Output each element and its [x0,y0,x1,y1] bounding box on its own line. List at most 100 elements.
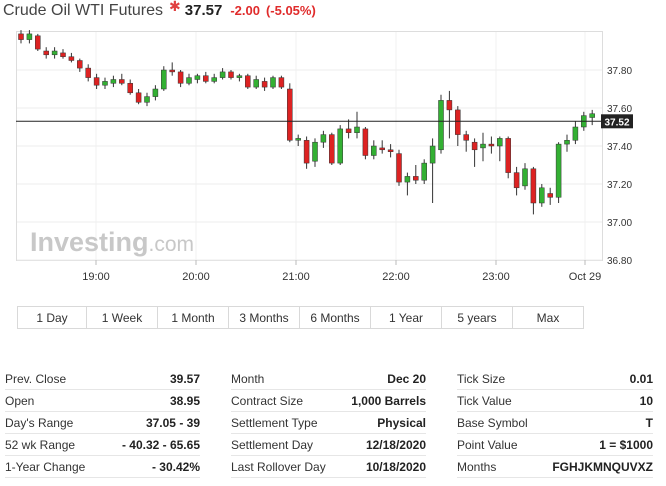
candle-body-up [186,77,192,84]
candle-body-down [455,109,461,135]
candle [463,130,469,152]
stat-label: Month [231,371,265,386]
candle-body-down [505,138,511,173]
candle-body-down [345,128,352,133]
stat-row: Month Dec 20 [231,368,426,390]
candle [144,92,150,107]
range-6-months[interactable]: 6 Months [300,307,371,328]
last-price-tag: 37.52 [601,114,633,129]
candle [253,75,259,89]
stats-column-1: Prev. Close 39.57 Open 38.95 Day's Range 37… [5,368,200,478]
y-tick-label: 37.20 [607,180,632,191]
candle [345,119,352,139]
candle [177,70,184,88]
candle-body-up [371,145,377,156]
range-5-years[interactable]: 5 years [442,307,513,328]
candle-body-up [253,79,259,88]
candle-body-down [135,92,142,103]
candle [312,138,318,167]
candle-body-down [18,33,24,40]
candle [379,140,385,154]
x-axis: 19:00 20:00 21:00 22:00 23:00 Oct 29 [82,260,601,283]
candle-body-up [219,71,226,78]
range-1-month[interactable]: 1 Month [158,307,229,328]
candle [488,136,495,154]
candle-body-up [236,75,243,78]
candle-body-up [480,143,486,149]
candle-body-down [387,149,394,152]
alert-star-icon: ✱ [169,0,181,14]
instrument-title[interactable]: Crude Oil WTI Futures [3,2,164,19]
y-tick-label: 37.80 [607,66,632,77]
x-tick-label: 21:00 [282,271,310,283]
range-selector: 1 Day 1 Week 1 Month 3 Months 6 Months 1… [17,306,584,329]
stat-value: - 40.32 - 65.65 [121,437,200,452]
y-tick-label: 36.80 [607,256,632,267]
range-1-week[interactable]: 1 Week [87,307,158,328]
candle [413,165,419,184]
candle [85,64,91,82]
stat-label: 1-Year Change [5,459,86,474]
candle-body-down [68,56,75,61]
candle [329,132,335,165]
range-1-year[interactable]: 1 Year [371,307,442,328]
candle [513,166,520,196]
candle-body-up [194,75,201,80]
range-1-day[interactable]: 1 Day [18,307,87,328]
stat-label: 52 wk Range [5,437,76,452]
y-tick-label: 37.60 [607,104,632,115]
stat-row: Contract Size 1,000 Barrels [231,390,426,412]
stat-label: Prev. Close [5,371,67,386]
y-tick-label: 37.40 [607,142,632,153]
candle [429,138,436,203]
candle [194,73,201,84]
candle [152,85,159,101]
candle-body-up [295,138,301,141]
candle [228,70,234,80]
candle [387,144,394,158]
last-price-tag-bg [601,114,633,129]
candle [337,125,343,165]
price-change: -2.00 [230,3,260,18]
stat-label: Tick Value [457,393,512,408]
candle [287,83,293,143]
candle [102,77,108,89]
candle-body-up [337,128,343,164]
candle [471,138,478,167]
stat-label: Day's Range [5,415,74,430]
candlestick-chart: Investing.com 37.8037.6037.4037.2037.003… [16,30,633,283]
candle-body-down [228,71,234,78]
candle-body-up [522,168,528,187]
stat-row: Point Value 1 = $1000 [457,434,653,456]
candle-body-down [278,77,285,88]
candle-body-down [329,134,335,164]
candle-body-down [43,50,49,56]
range-max[interactable]: Max [513,307,583,328]
candle-body-up [161,69,167,90]
candle-body-down [413,176,419,181]
stat-value: T [645,415,653,430]
candle-body-down [177,71,184,84]
candle [119,73,125,86]
candle-body-down [547,193,553,198]
candle-body-down [60,52,66,57]
stat-label: Settlement Day [231,437,314,452]
stat-value: - 30.42% [151,459,200,474]
stat-row: Base Symbol T [457,412,653,434]
candle [539,184,545,207]
candle [354,111,360,139]
candle-body-down [93,77,100,86]
stat-value: 37.05 - 39 [145,415,200,430]
candle [564,134,570,152]
x-tick-label: 23:00 [482,271,510,283]
range-3-months[interactable]: 3 Months [229,307,300,328]
candle [589,109,595,126]
stat-row: Settlement Type Physical [231,412,426,434]
candle [35,33,41,51]
candle [135,89,142,105]
candle [320,130,327,148]
stat-value: 12/18/2020 [365,437,426,452]
stat-label: Tick Size [457,371,506,386]
candle-body-up [429,145,436,164]
candle-body-up [152,88,159,97]
